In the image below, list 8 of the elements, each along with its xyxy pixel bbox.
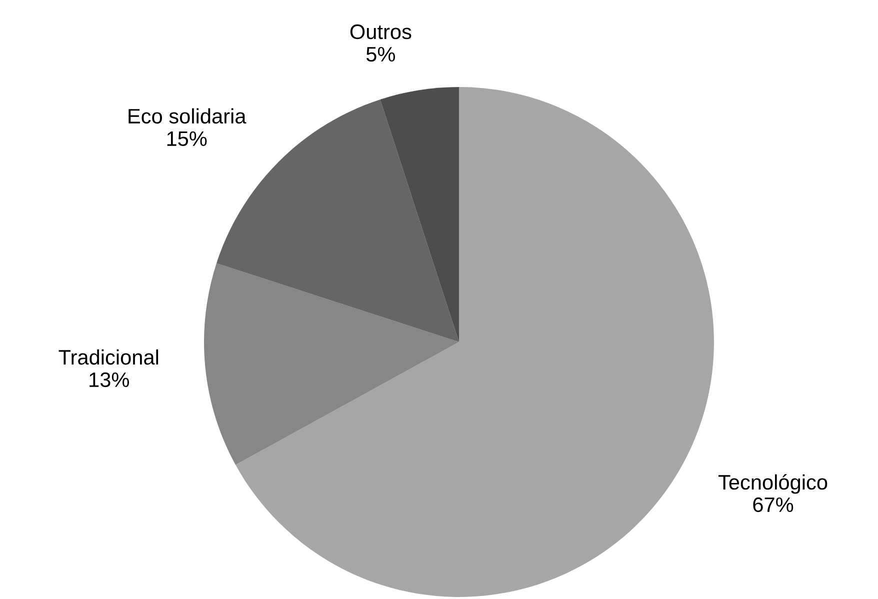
data-label: 13% xyxy=(90,372,129,388)
data-label: 5% xyxy=(366,46,395,62)
slice-label: Eco solidaria xyxy=(128,108,246,124)
slice-label: Tradicional xyxy=(58,349,158,365)
slice-label: Tecnológico xyxy=(718,474,828,494)
slice-label: Outros xyxy=(350,24,412,40)
data-label: 15% xyxy=(167,131,207,146)
data-label: 67% xyxy=(753,497,794,512)
